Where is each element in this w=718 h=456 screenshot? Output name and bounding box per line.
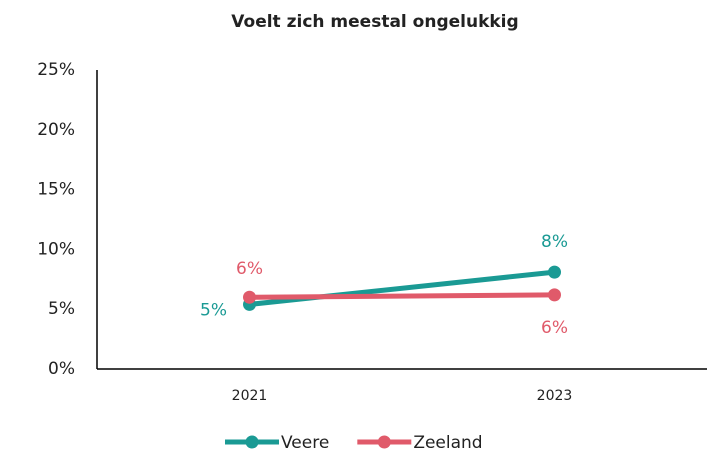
y-tick-label: 25% xyxy=(37,60,75,80)
y-tick-label: 10% xyxy=(37,239,75,259)
data-label: 6% xyxy=(541,318,568,338)
y-tick-label: 5% xyxy=(48,299,75,319)
data-label: 5% xyxy=(200,300,227,320)
series-line xyxy=(249,269,555,307)
point xyxy=(548,265,561,279)
y-tick-label: 15% xyxy=(37,180,75,200)
y-tick-label: 0% xyxy=(48,359,75,379)
legend-marker xyxy=(377,435,391,449)
data-label: 6% xyxy=(236,259,263,279)
x-tick-label: 2021 xyxy=(232,388,268,404)
point xyxy=(548,288,561,302)
x-tick-label: 2023 xyxy=(537,388,573,404)
chart-title: Voelt zich meestal ongelukkig xyxy=(231,12,518,32)
legend-marker xyxy=(245,435,259,449)
series-line xyxy=(249,292,555,300)
legend-label: Zeeland xyxy=(413,433,482,453)
legend-label: Veere xyxy=(281,433,329,453)
point xyxy=(243,290,256,304)
y-tick-label: 20% xyxy=(37,120,75,140)
data-label: 8% xyxy=(541,232,568,252)
